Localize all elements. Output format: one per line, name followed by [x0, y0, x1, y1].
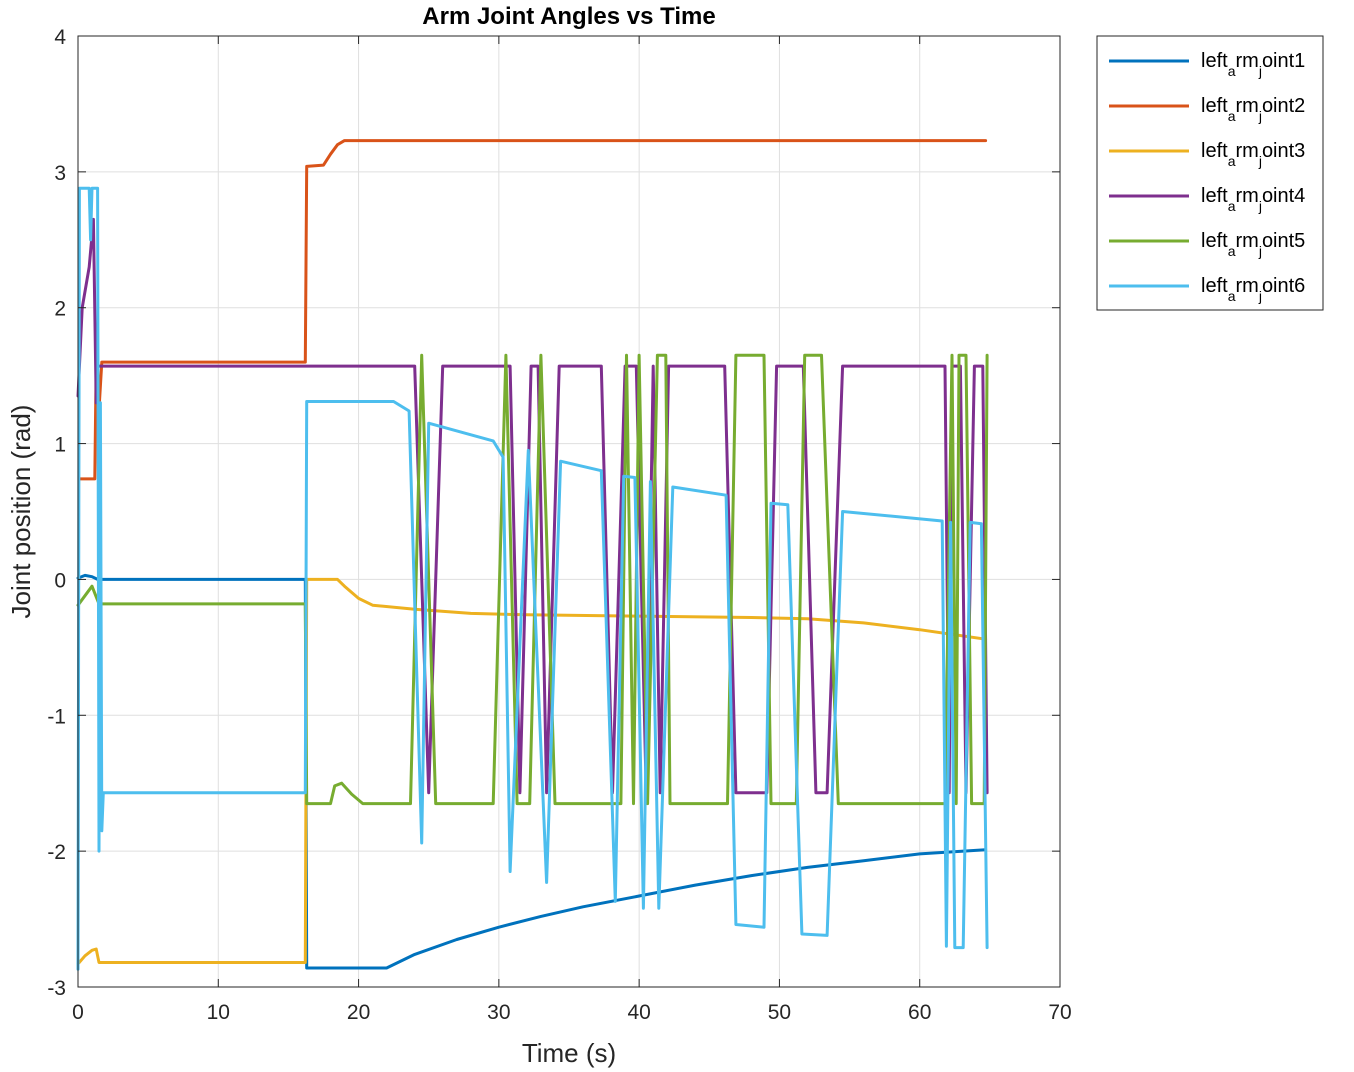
y-tick-label: -3	[47, 977, 66, 1000]
legend-entry-1: leftarmjoint1	[1201, 50, 1305, 79]
legend-text-part: j	[1258, 108, 1262, 124]
legend-text-part: left	[1201, 275, 1228, 297]
x-tick-label: 30	[487, 1001, 510, 1024]
x-tick-label: 0	[72, 1001, 84, 1024]
legend-text-part: rm	[1235, 230, 1258, 252]
legend-text-part: a	[1228, 108, 1236, 124]
legend-text-part: oint3	[1262, 140, 1305, 162]
legend-text-part: oint4	[1262, 185, 1305, 207]
legend-text-part: j	[1258, 153, 1262, 169]
legend-text-part: left	[1201, 140, 1228, 162]
legend-entry-5: leftarmjoint5	[1201, 230, 1305, 259]
chart-title: Arm Joint Angles vs Time	[422, 3, 715, 30]
legend-text-part: a	[1228, 63, 1236, 79]
legend-text-part: j	[1258, 288, 1262, 304]
x-tick-label: 10	[207, 1001, 230, 1024]
y-axis-label: Joint position (rad)	[6, 405, 36, 619]
x-tick-label: 60	[908, 1001, 931, 1024]
legend: leftarmjoint1leftarmjoint2leftarmjoint3l…	[1096, 35, 1324, 311]
legend-text-part: a	[1228, 153, 1236, 169]
legend-text-part: a	[1228, 288, 1236, 304]
legend-text-part: j	[1258, 198, 1262, 214]
legend-text-part: left	[1201, 50, 1228, 72]
x-tick-label: 70	[1048, 1001, 1071, 1024]
y-tick-label: 2	[54, 298, 66, 321]
plot-area	[78, 36, 1060, 987]
x-tick-label: 20	[347, 1001, 370, 1024]
legend-text-part: rm	[1235, 185, 1258, 207]
series-line-6	[76, 186, 989, 971]
legend-text-part: left	[1201, 230, 1228, 252]
legend-text-part: j	[1258, 63, 1262, 79]
axis-ticks: 0 10 20 30 40 50 60 70 -3 -2 -1 0 1 2 3 4	[47, 26, 1071, 1024]
y-tick-label: -1	[47, 705, 66, 728]
x-tick-label: 50	[768, 1001, 791, 1024]
legend-text-part: j	[1258, 243, 1262, 259]
series-line-5	[76, 353, 989, 806]
legend-text-part: left	[1201, 185, 1228, 207]
legend-entry-3: leftarmjoint3	[1201, 140, 1305, 169]
series-line-3	[76, 577, 988, 966]
legend-text-part: a	[1228, 198, 1236, 214]
y-tick-label: 1	[54, 434, 66, 457]
legend-text-part: left	[1201, 95, 1228, 117]
y-tick-label: 0	[54, 569, 66, 592]
legend-box	[1096, 35, 1324, 311]
legend-text-part: rm	[1235, 140, 1258, 162]
legend-text-part: rm	[1235, 95, 1258, 117]
legend-text-part: rm	[1235, 50, 1258, 72]
legend-entry-6: leftarmjoint6	[1201, 275, 1305, 304]
y-tick-label: 3	[54, 162, 66, 185]
axes-box	[77, 35, 1061, 988]
x-tick-label: 40	[627, 1001, 650, 1024]
series-layer	[76, 139, 989, 971]
legend-text-part: a	[1228, 243, 1236, 259]
legend-text-part: rm	[1235, 275, 1258, 297]
legend-entry-4: leftarmjoint4	[1201, 185, 1305, 214]
legend-text-part: oint6	[1262, 275, 1305, 297]
y-tick-label: 4	[54, 26, 66, 49]
y-tick-label: -2	[47, 841, 66, 864]
x-axis-label: Time (s)	[522, 1038, 616, 1068]
legend-text-part: oint1	[1262, 50, 1305, 72]
legend-entry-2: leftarmjoint2	[1201, 95, 1305, 124]
legend-text-part: oint2	[1262, 95, 1305, 117]
legend-text-part: oint5	[1262, 230, 1305, 252]
